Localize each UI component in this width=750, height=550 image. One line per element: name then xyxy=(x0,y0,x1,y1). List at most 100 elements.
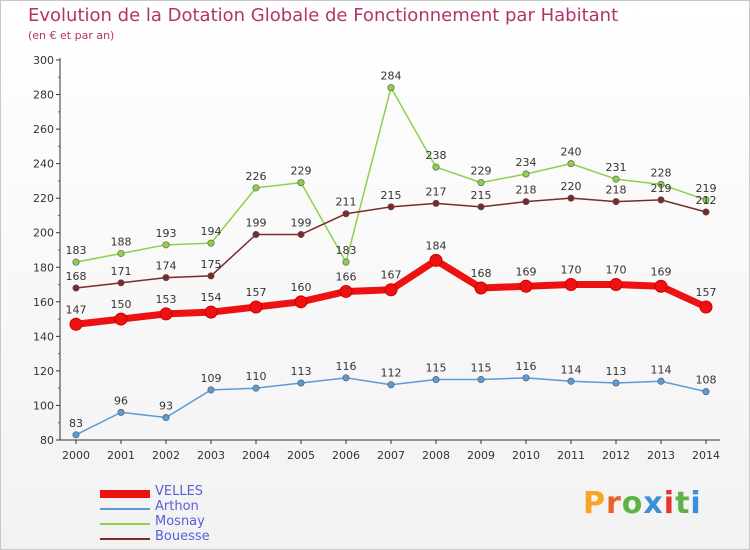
data-label-arthon: 93 xyxy=(159,400,173,413)
x-tick-label: 2000 xyxy=(62,449,90,462)
y-tick-label: 280 xyxy=(33,89,54,102)
x-tick-label: 2001 xyxy=(107,449,135,462)
data-label-bouesse: 212 xyxy=(696,194,717,207)
logo-letter: t xyxy=(675,486,691,521)
data-point-bouesse xyxy=(567,194,575,202)
data-label-bouesse: 217 xyxy=(426,185,447,198)
data-label-mosnay: 226 xyxy=(246,170,267,183)
data-label-mosnay: 219 xyxy=(696,182,717,195)
data-label-arthon: 110 xyxy=(246,370,267,383)
data-label-bouesse: 220 xyxy=(561,180,582,193)
data-label-arthon: 115 xyxy=(426,362,447,375)
data-point-velles xyxy=(69,317,83,331)
data-label-bouesse: 215 xyxy=(381,189,402,202)
data-label-bouesse: 174 xyxy=(156,260,177,273)
data-label-mosnay: 229 xyxy=(291,165,312,178)
data-point-arthon xyxy=(252,384,260,392)
data-point-mosnay xyxy=(387,84,395,92)
y-tick-label: 140 xyxy=(33,330,54,343)
data-label-mosnay: 183 xyxy=(66,244,87,257)
data-label-velles: 167 xyxy=(381,269,402,282)
legend-label: Arthon xyxy=(155,499,199,514)
data-label-arthon: 114 xyxy=(561,363,582,376)
data-label-mosnay: 284 xyxy=(381,70,402,83)
data-point-velles xyxy=(519,279,533,293)
data-point-velles xyxy=(384,283,398,297)
data-point-bouesse xyxy=(117,279,125,287)
data-label-mosnay: 231 xyxy=(606,161,627,174)
data-point-mosnay xyxy=(612,175,620,183)
data-point-arthon xyxy=(117,408,125,416)
x-tick-label: 2010 xyxy=(512,449,540,462)
data-label-velles: 157 xyxy=(246,286,267,299)
data-point-bouesse xyxy=(657,196,665,204)
data-label-arthon: 114 xyxy=(651,363,672,376)
logo-letter: i xyxy=(690,486,702,521)
data-point-mosnay xyxy=(477,179,485,187)
data-point-mosnay xyxy=(567,160,575,168)
data-point-bouesse xyxy=(522,198,530,206)
data-point-velles xyxy=(339,284,353,298)
legend-swatch xyxy=(100,538,150,540)
data-point-bouesse xyxy=(702,208,710,216)
data-point-velles xyxy=(204,305,218,319)
data-point-bouesse xyxy=(297,230,305,238)
data-label-mosnay: 193 xyxy=(156,227,177,240)
data-label-velles: 154 xyxy=(201,291,222,304)
data-point-arthon xyxy=(477,376,485,384)
data-label-arthon: 115 xyxy=(471,362,492,375)
data-point-mosnay xyxy=(297,179,305,187)
data-point-arthon xyxy=(567,377,575,385)
data-point-arthon xyxy=(162,414,170,422)
data-label-bouesse: 215 xyxy=(471,189,492,202)
data-point-bouesse xyxy=(252,230,260,238)
data-label-velles: 170 xyxy=(606,264,627,277)
data-label-arthon: 96 xyxy=(114,394,128,407)
data-label-velles: 168 xyxy=(471,267,492,280)
data-label-bouesse: 219 xyxy=(651,182,672,195)
x-tick-label: 2002 xyxy=(152,449,180,462)
data-point-arthon xyxy=(387,381,395,389)
legend-label: VELLES xyxy=(155,484,204,499)
data-label-mosnay: 194 xyxy=(201,225,222,238)
logo-letter: o xyxy=(621,486,644,521)
x-tick-label: 2008 xyxy=(422,449,450,462)
data-label-bouesse: 218 xyxy=(516,184,537,197)
data-label-velles: 160 xyxy=(291,281,312,294)
data-label-arthon: 109 xyxy=(201,372,222,385)
legend-swatch xyxy=(100,523,150,525)
data-label-velles: 166 xyxy=(336,270,357,283)
data-point-velles xyxy=(699,300,713,314)
data-point-velles xyxy=(429,253,443,267)
data-label-velles: 157 xyxy=(696,286,717,299)
legend-item-bouesse: Bouesse xyxy=(100,529,300,546)
data-label-arthon: 113 xyxy=(291,365,312,378)
data-point-bouesse xyxy=(72,284,80,292)
data-point-arthon xyxy=(72,431,80,439)
data-point-arthon xyxy=(657,377,665,385)
x-tick-label: 2004 xyxy=(242,449,270,462)
data-point-mosnay xyxy=(162,241,170,249)
y-tick-label: 200 xyxy=(33,227,54,240)
data-point-mosnay xyxy=(207,239,215,247)
data-point-velles xyxy=(294,295,308,309)
data-point-bouesse xyxy=(477,203,485,211)
data-point-velles xyxy=(474,281,488,295)
data-label-bouesse: 211 xyxy=(336,196,357,209)
data-label-velles: 170 xyxy=(561,264,582,277)
data-label-arthon: 116 xyxy=(516,360,537,373)
data-label-velles: 169 xyxy=(516,265,537,278)
data-label-mosnay: 228 xyxy=(651,166,672,179)
data-label-arthon: 108 xyxy=(696,374,717,387)
data-point-arthon xyxy=(702,388,710,396)
data-label-arthon: 116 xyxy=(336,360,357,373)
legend-swatch xyxy=(100,490,150,498)
data-label-mosnay: 188 xyxy=(111,235,132,248)
x-tick-label: 2006 xyxy=(332,449,360,462)
data-point-arthon xyxy=(432,376,440,384)
data-point-arthon xyxy=(207,386,215,394)
y-tick-label: 160 xyxy=(33,296,54,309)
y-tick-label: 220 xyxy=(33,192,54,205)
